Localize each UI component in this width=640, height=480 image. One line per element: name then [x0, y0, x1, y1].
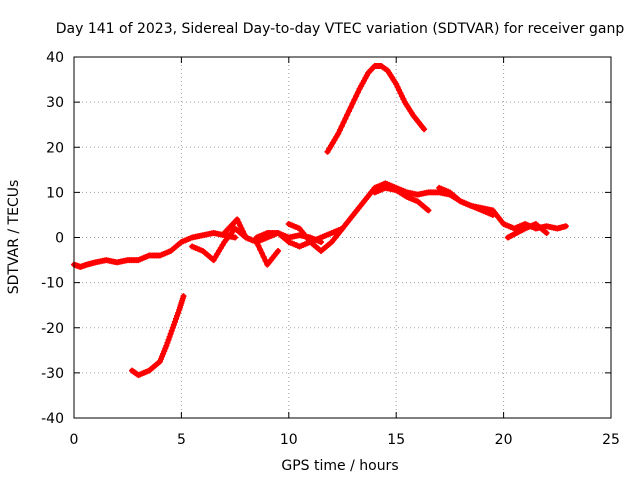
data-point — [335, 130, 342, 137]
data-point — [174, 312, 181, 319]
y-tick-label: 30 — [46, 95, 64, 111]
data-point — [260, 254, 267, 261]
data-point — [342, 115, 349, 122]
data-point — [212, 254, 219, 261]
data-point — [173, 315, 180, 322]
data-point — [336, 126, 343, 133]
series-track-main-1 — [71, 229, 239, 270]
data-point — [219, 242, 226, 249]
chart-title: Day 141 of 2023, Sidereal Day-to-day VTE… — [56, 21, 625, 37]
data-point — [257, 246, 264, 253]
series-track-arc-down — [128, 293, 187, 379]
data-point — [232, 234, 239, 241]
data-point — [340, 119, 347, 126]
grid — [74, 57, 611, 418]
y-tick-label: -30 — [41, 366, 64, 382]
data-point — [214, 251, 221, 258]
data-point — [180, 293, 187, 300]
data-point — [171, 318, 178, 325]
data-point — [217, 245, 224, 252]
data-point — [262, 257, 269, 264]
y-tick-label: 20 — [46, 140, 64, 156]
y-tick-label: -20 — [41, 321, 64, 337]
data-point — [165, 336, 172, 343]
data-point — [241, 231, 248, 238]
data-point — [353, 93, 360, 100]
data-point — [328, 142, 335, 149]
series-track-main-2 — [189, 225, 282, 268]
data-point — [234, 216, 241, 223]
y-tick-label: -40 — [41, 411, 64, 427]
series-track-main-6 — [371, 184, 432, 214]
series-track-low-7b — [504, 220, 550, 241]
data-point — [543, 229, 550, 236]
series-track-main-7 — [436, 184, 569, 232]
y-tick-label: 0 — [55, 231, 64, 247]
data-point — [238, 225, 245, 232]
data-point — [421, 126, 428, 133]
y-tick-label: 10 — [46, 185, 64, 201]
y-tick-label: -10 — [41, 276, 64, 292]
data-point — [333, 133, 340, 140]
x-tick-label: 20 — [495, 432, 513, 448]
data-point — [331, 136, 338, 143]
data-point — [210, 257, 217, 264]
data-point — [169, 324, 176, 331]
data-point — [275, 248, 282, 255]
data-point — [258, 250, 265, 257]
x-tick-label: 25 — [602, 432, 620, 448]
data-point — [396, 87, 403, 94]
data-point — [235, 219, 242, 226]
data-point — [383, 66, 390, 73]
x-axis-label: GPS time / hours — [281, 458, 398, 474]
data-point — [338, 123, 345, 130]
data-point — [168, 327, 175, 334]
data-point — [329, 139, 336, 146]
data-point — [163, 342, 170, 349]
data-point — [164, 339, 171, 346]
data-point — [170, 321, 177, 328]
data-point — [349, 100, 356, 107]
x-tick-label: 0 — [70, 432, 79, 448]
data-point — [393, 81, 400, 88]
data-point — [237, 222, 244, 229]
data-point — [166, 333, 173, 340]
data-point — [344, 111, 351, 118]
data-point — [215, 248, 222, 255]
data-point — [400, 96, 407, 103]
data-point — [351, 96, 358, 103]
y-axis-label: SDTVAR / TECUs — [6, 180, 22, 295]
data-point — [345, 108, 352, 115]
axis-ticks — [73, 56, 612, 419]
data-point — [562, 223, 569, 230]
data-point — [398, 93, 405, 100]
data-point — [397, 90, 404, 97]
data-point — [324, 148, 331, 155]
y-tick-labels: -40 -30 -20 -10 0 10 20 30 40 — [41, 50, 64, 427]
y-tick-label: 40 — [46, 50, 64, 66]
x-tick-label: 15 — [387, 432, 405, 448]
x-tick-label: 5 — [177, 432, 186, 448]
data-point — [326, 145, 333, 152]
x-tick-label: 10 — [280, 432, 298, 448]
data-series — [71, 63, 569, 379]
data-point — [394, 84, 401, 91]
data-point — [354, 89, 361, 96]
data-point — [425, 207, 432, 214]
x-tick-labels: 0 5 10 15 20 25 — [70, 432, 620, 448]
data-point — [347, 104, 354, 111]
series-track-arc-up — [324, 63, 428, 155]
data-point — [167, 330, 174, 337]
data-point — [175, 309, 182, 316]
data-point — [239, 228, 246, 235]
